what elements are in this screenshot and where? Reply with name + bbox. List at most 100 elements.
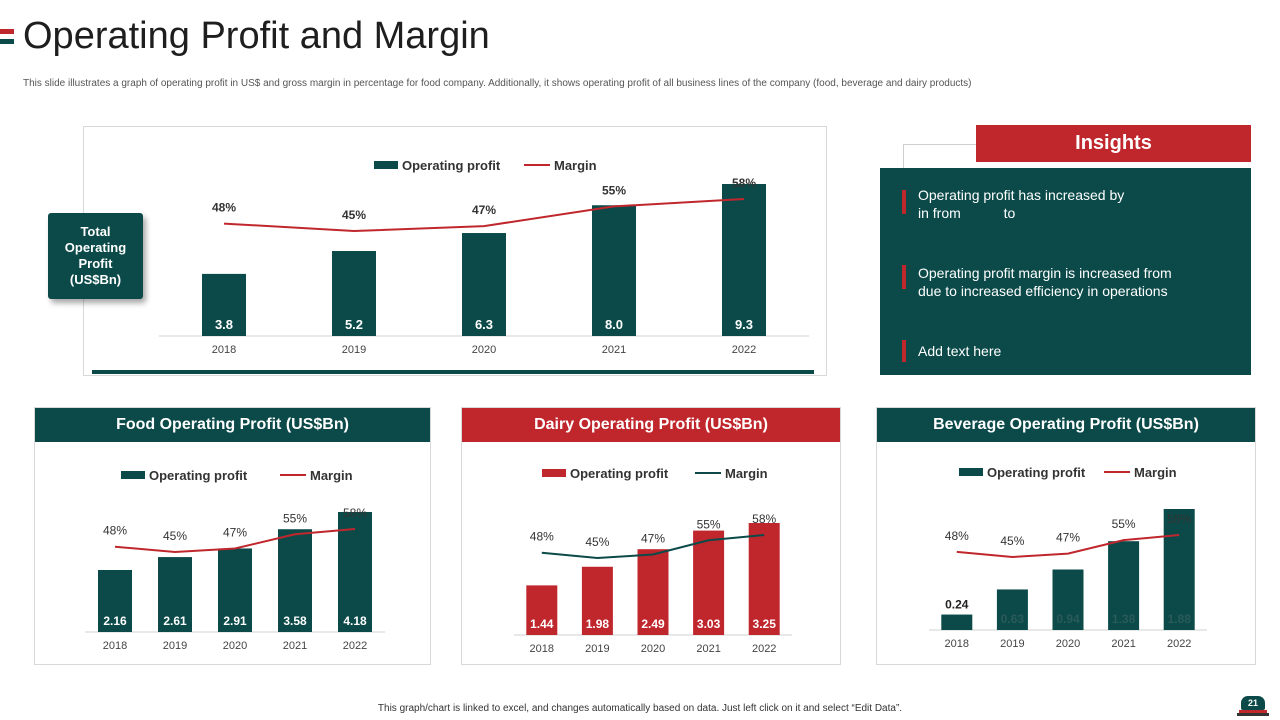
legend-label-operating-profit: Operating profit — [570, 466, 669, 481]
legend-swatch-operating-profit — [121, 471, 145, 479]
bar-operating-profit — [637, 549, 669, 635]
bar-operating-profit — [338, 512, 372, 632]
legend-swatch-operating-profit — [374, 161, 398, 169]
legend-label-operating-profit: Operating profit — [149, 468, 248, 483]
margin-value-label: 47% — [472, 203, 496, 217]
margin-value-label: 55% — [283, 511, 307, 525]
margin-value-label: 55% — [1112, 517, 1136, 531]
dairy-operating-profit-chart[interactable]: Operating profit Margin 1.44 2018 1.98 2019 2.… — [462, 408, 840, 664]
x-tick-label: 2021 — [283, 640, 307, 652]
bar-value-label: 2.49 — [641, 617, 665, 631]
bar-operating-profit — [332, 251, 376, 336]
dairy-panel-title: Dairy Operating Profit (US$Bn) — [462, 408, 840, 442]
food-panel: Food Operating Profit (US$Bn) Operating … — [34, 407, 431, 665]
x-tick-label: 2019 — [585, 643, 609, 655]
bar-operating-profit — [722, 184, 766, 336]
x-tick-label: 2019 — [342, 344, 366, 356]
x-tick-label: 2022 — [1167, 638, 1191, 650]
x-tick-label: 2021 — [602, 344, 626, 356]
bar-operating-profit — [526, 585, 558, 635]
bar-value-label: 5.2 — [345, 317, 363, 332]
beverage-operating-profit-chart[interactable]: Operating profit Margin 0.24 2018 0.63 2019 0.… — [877, 408, 1255, 664]
footer-note: This graph/chart is linked to excel, and… — [377, 703, 903, 714]
bar-value-label: 6.3 — [475, 317, 493, 332]
bar-value-label: 1.38 — [1112, 612, 1136, 626]
x-tick-label: 2020 — [1056, 638, 1080, 650]
bar-value-label: 2.16 — [103, 614, 127, 628]
food-operating-profit-chart[interactable]: Operating profit Margin 2.16 2018 2.61 2019 2.… — [35, 408, 430, 664]
x-tick-label: 2021 — [1111, 638, 1135, 650]
insight-item: Add text here — [918, 342, 1238, 360]
x-tick-label: 2018 — [212, 344, 236, 356]
total-operating-profit-label: Total Operating Profit (US$Bn) — [48, 213, 143, 299]
bar-value-label: 3.03 — [697, 617, 721, 631]
insight-marker — [902, 265, 906, 289]
bar-operating-profit — [693, 530, 725, 635]
insights-panel: Operating profit has increased by in fro… — [880, 168, 1251, 375]
total-operating-profit-chart[interactable]: Operating profit Margin 3.8 2018 5.2 2019 6.3 2… — [84, 127, 826, 375]
legend-label-margin: Margin — [554, 158, 597, 173]
page-number-base — [1237, 713, 1269, 716]
x-tick-label: 2021 — [696, 643, 720, 655]
x-tick-label: 2018 — [530, 643, 554, 655]
margin-value-label: 48% — [103, 524, 127, 538]
bar-value-label: 3.8 — [215, 317, 233, 332]
bar-operating-profit — [581, 566, 613, 635]
bar-value-label: 2.91 — [223, 614, 247, 628]
margin-value-label: 58% — [1167, 512, 1191, 526]
margin-value-label: 45% — [163, 529, 187, 543]
bar-value-label: 0.24 — [945, 598, 969, 612]
margin-value-label: 47% — [1056, 531, 1080, 545]
x-tick-label: 2020 — [472, 344, 496, 356]
insight-marker — [902, 340, 906, 362]
bar-value-label: 3.58 — [283, 614, 307, 628]
bar-operating-profit — [941, 614, 973, 630]
insight-item: Operating profit has increased by in fro… — [918, 186, 1238, 222]
margin-value-label: 45% — [1000, 534, 1024, 548]
x-tick-label: 2020 — [223, 640, 247, 652]
legend-label-operating-profit: Operating profit — [402, 158, 501, 173]
bar-operating-profit — [218, 548, 252, 632]
bar-operating-profit — [592, 205, 636, 336]
legend-swatch-operating-profit — [542, 469, 566, 477]
title-accent-teal — [0, 39, 14, 44]
x-tick-label: 2018 — [103, 640, 127, 652]
x-tick-label: 2022 — [752, 643, 776, 655]
x-tick-label: 2019 — [163, 640, 187, 652]
margin-value-label: 48% — [530, 530, 554, 544]
bar-value-label: 2.61 — [163, 614, 187, 628]
margin-value-label: 45% — [342, 208, 366, 222]
insights-title: Insights — [976, 125, 1251, 162]
food-panel-title: Food Operating Profit (US$Bn) — [35, 408, 430, 442]
bar-value-label: 1.88 — [1168, 612, 1192, 626]
legend-label-margin: Margin — [310, 468, 353, 483]
margin-value-label: 58% — [732, 176, 756, 190]
margin-value-label: 55% — [697, 517, 721, 531]
bar-value-label: 1.98 — [586, 617, 610, 631]
insight-text: due to increased efficiency in operation… — [918, 283, 1168, 299]
margin-value-label: 48% — [945, 529, 969, 543]
insight-text: Operating profit margin is increased fro… — [918, 265, 1172, 281]
margin-value-label: 47% — [223, 525, 247, 539]
bar-operating-profit — [1052, 569, 1084, 630]
x-tick-label: 2018 — [945, 638, 969, 650]
margin-line — [956, 534, 1180, 559]
margin-value-label: 47% — [641, 531, 665, 545]
page-title: Operating Profit and Margin — [23, 15, 490, 57]
x-tick-label: 2022 — [732, 344, 756, 356]
page-number: 21 — [1241, 696, 1265, 710]
x-tick-label: 2019 — [1000, 638, 1024, 650]
legend-label-margin: Margin — [1134, 465, 1177, 480]
bar-operating-profit — [1108, 541, 1140, 630]
bar-operating-profit — [1163, 509, 1195, 630]
bar-operating-profit — [462, 233, 506, 336]
legend-label-margin: Margin — [725, 466, 768, 481]
x-tick-label: 2020 — [641, 643, 665, 655]
bar-value-label: 9.3 — [735, 317, 753, 332]
page-subtitle: This slide illustrates a graph of operat… — [23, 78, 972, 89]
insight-text: Add text here — [918, 343, 1002, 359]
bar-operating-profit — [996, 589, 1028, 630]
bar-value-label: 3.25 — [753, 617, 777, 631]
bar-operating-profit — [278, 529, 312, 632]
beverage-panel: Beverage Operating Profit (US$Bn) Operat… — [876, 407, 1256, 665]
